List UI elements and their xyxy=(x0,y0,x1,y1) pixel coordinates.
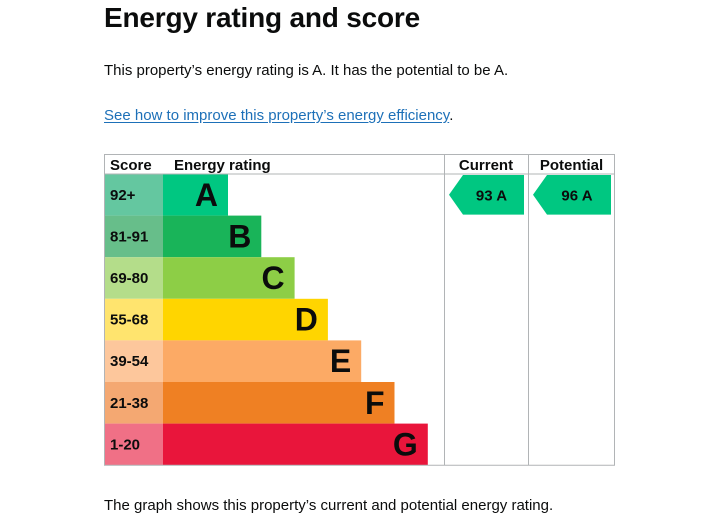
potential-rating-arrow xyxy=(533,175,611,215)
chart-caption: The graph shows this property’s current … xyxy=(104,497,554,514)
improve-link-line: See how to improve this property’s energ… xyxy=(104,107,453,124)
improve-efficiency-link[interactable]: See how to improve this property’s energ… xyxy=(104,107,450,124)
header-energy-rating: Energy rating xyxy=(174,157,271,174)
link-suffix: . xyxy=(449,107,454,124)
current-rating-arrow xyxy=(449,175,524,215)
score-cell-b xyxy=(104,215,163,258)
rating-summary: This property’s energy rating is A. It h… xyxy=(104,62,509,79)
score-cell-g xyxy=(104,423,163,466)
score-label-e: 39-54 xyxy=(110,353,149,370)
current-rating-arrow-label: 93 A xyxy=(476,187,507,204)
score-cell-f xyxy=(104,382,163,424)
rating-letter-a: A xyxy=(195,177,218,213)
rating-letter-d: D xyxy=(295,302,318,338)
score-cell-c xyxy=(104,257,163,299)
potential-rating-arrow-label: 96 A xyxy=(561,187,592,204)
score-cell-d xyxy=(104,298,163,341)
rating-bar-g xyxy=(163,423,428,466)
header-score: Score xyxy=(110,157,152,174)
rating-bar-a xyxy=(163,174,228,216)
header-current: Current xyxy=(459,157,513,174)
rating-letter-g: G xyxy=(393,426,418,462)
rating-bar-e xyxy=(163,340,362,382)
rating-bar-f xyxy=(163,382,395,424)
rating-letter-f: F xyxy=(365,385,385,421)
score-cell-a xyxy=(104,174,163,216)
rating-letter-e: E xyxy=(330,343,351,379)
score-label-c: 69-80 xyxy=(110,270,148,287)
score-label-f: 21-38 xyxy=(110,395,148,412)
score-cell-e xyxy=(104,340,163,382)
score-label-g: 1-20 xyxy=(110,436,140,453)
rating-letter-b: B xyxy=(228,218,251,254)
score-label-b: 81-91 xyxy=(110,228,148,245)
rating-bar-d xyxy=(163,298,328,341)
rating-bar-b xyxy=(163,215,262,258)
rating-letter-c: C xyxy=(261,260,284,296)
header-potential: Potential xyxy=(540,157,603,174)
rating-bar-c xyxy=(163,257,295,299)
score-label-d: 55-68 xyxy=(110,312,148,329)
page-title: Energy rating and score xyxy=(104,2,420,33)
score-label-a: 92+ xyxy=(110,187,136,204)
